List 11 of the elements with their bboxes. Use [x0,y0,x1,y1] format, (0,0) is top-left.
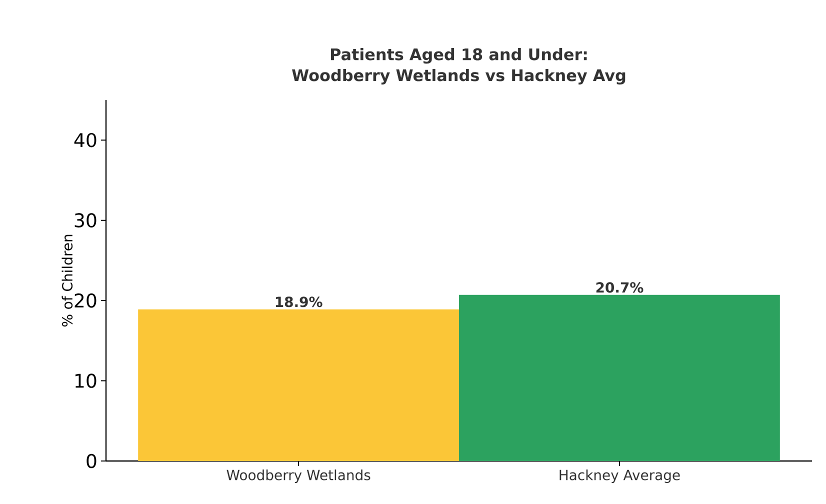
data-label: 18.9% [276,296,322,308]
chart-title: Patients Aged 18 and Under: Woodberry Wetlands vs Hackney Avg [292,48,626,84]
y-tick-label: 0 [86,454,96,468]
y-axis-title: % of Children [62,234,73,327]
y-tick-label: 10 [75,374,96,388]
data-label: 20.7% [596,282,644,293]
y-tick-label: 30 [74,213,96,228]
y-tick-label: 40 [74,132,96,148]
x-tick-label: Woodberry Wetlands [226,470,370,484]
y-tick-label: 20 [74,293,96,308]
x-tick-label: Hackney Average [560,470,680,484]
